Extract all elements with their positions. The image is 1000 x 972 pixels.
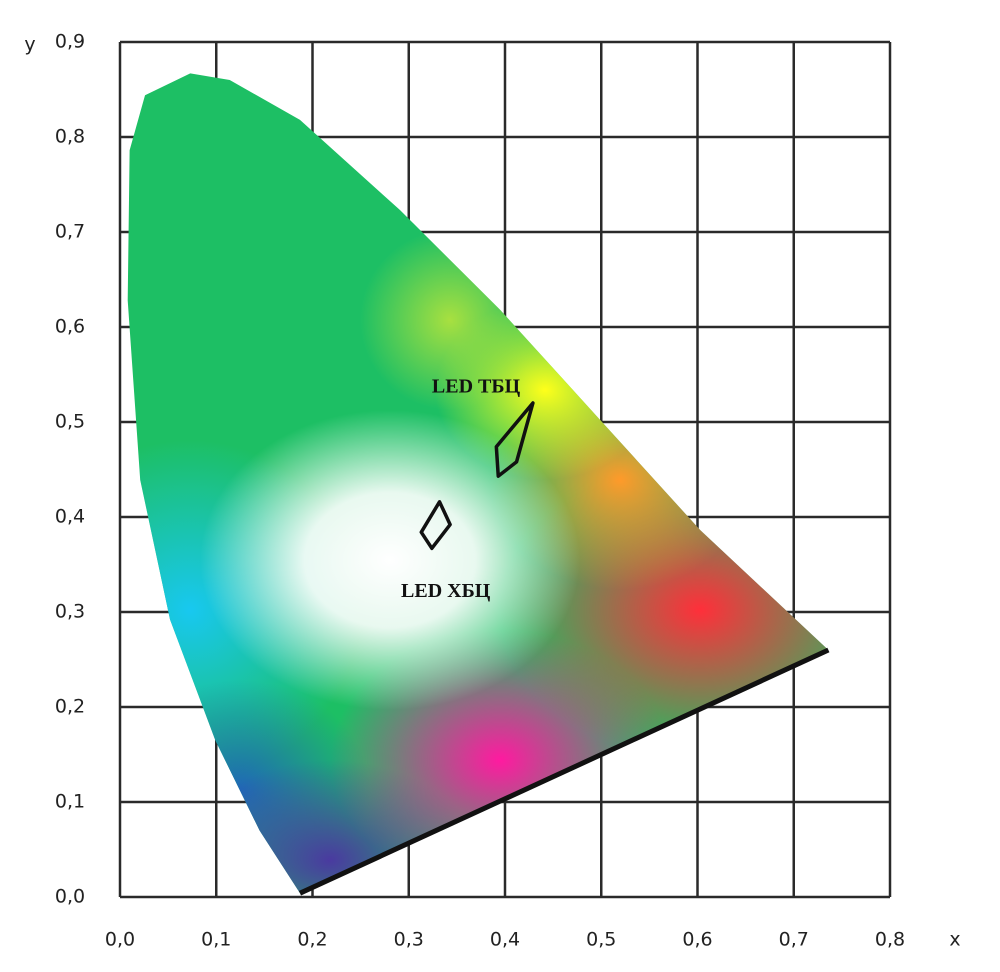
x-tick-label: 0,8 — [875, 929, 905, 951]
led-region — [494, 401, 535, 478]
y-tick-label: 0,5 — [55, 411, 85, 433]
x-tick-label: 0,3 — [394, 929, 424, 951]
x-tick-label: 0,1 — [201, 929, 231, 951]
y-tick-label: 0,6 — [55, 316, 85, 338]
x-tick-label: 0,4 — [490, 929, 520, 951]
region-label: LED ХБЦ — [401, 580, 491, 602]
y-tick-label: 0,0 — [55, 886, 85, 908]
x-tick-label: 0,6 — [682, 929, 712, 951]
x-axis-label: x — [949, 929, 960, 951]
y-tick-label: 0,3 — [55, 601, 85, 623]
x-tick-label: 0,0 — [105, 929, 135, 951]
purple-line — [298, 647, 830, 896]
y-tick-label: 0,8 — [55, 126, 85, 148]
x-tick-label: 0,2 — [297, 929, 327, 951]
x-tick-label: 0,7 — [779, 929, 809, 951]
y-tick-label: 0,4 — [55, 506, 85, 528]
y-tick-label: 0,1 — [55, 791, 85, 813]
y-tick-label: 0,2 — [55, 696, 85, 718]
x-tick-label: 0,5 — [586, 929, 616, 951]
y-tick-label: 0,9 — [55, 31, 85, 53]
y-tick-label: 0,7 — [55, 221, 85, 243]
overlay: LED ТБЦ LED ХБЦ — [401, 376, 535, 602]
region-label: LED ТБЦ — [432, 376, 521, 398]
y-axis-label: y — [24, 34, 35, 56]
led-region — [419, 500, 452, 551]
